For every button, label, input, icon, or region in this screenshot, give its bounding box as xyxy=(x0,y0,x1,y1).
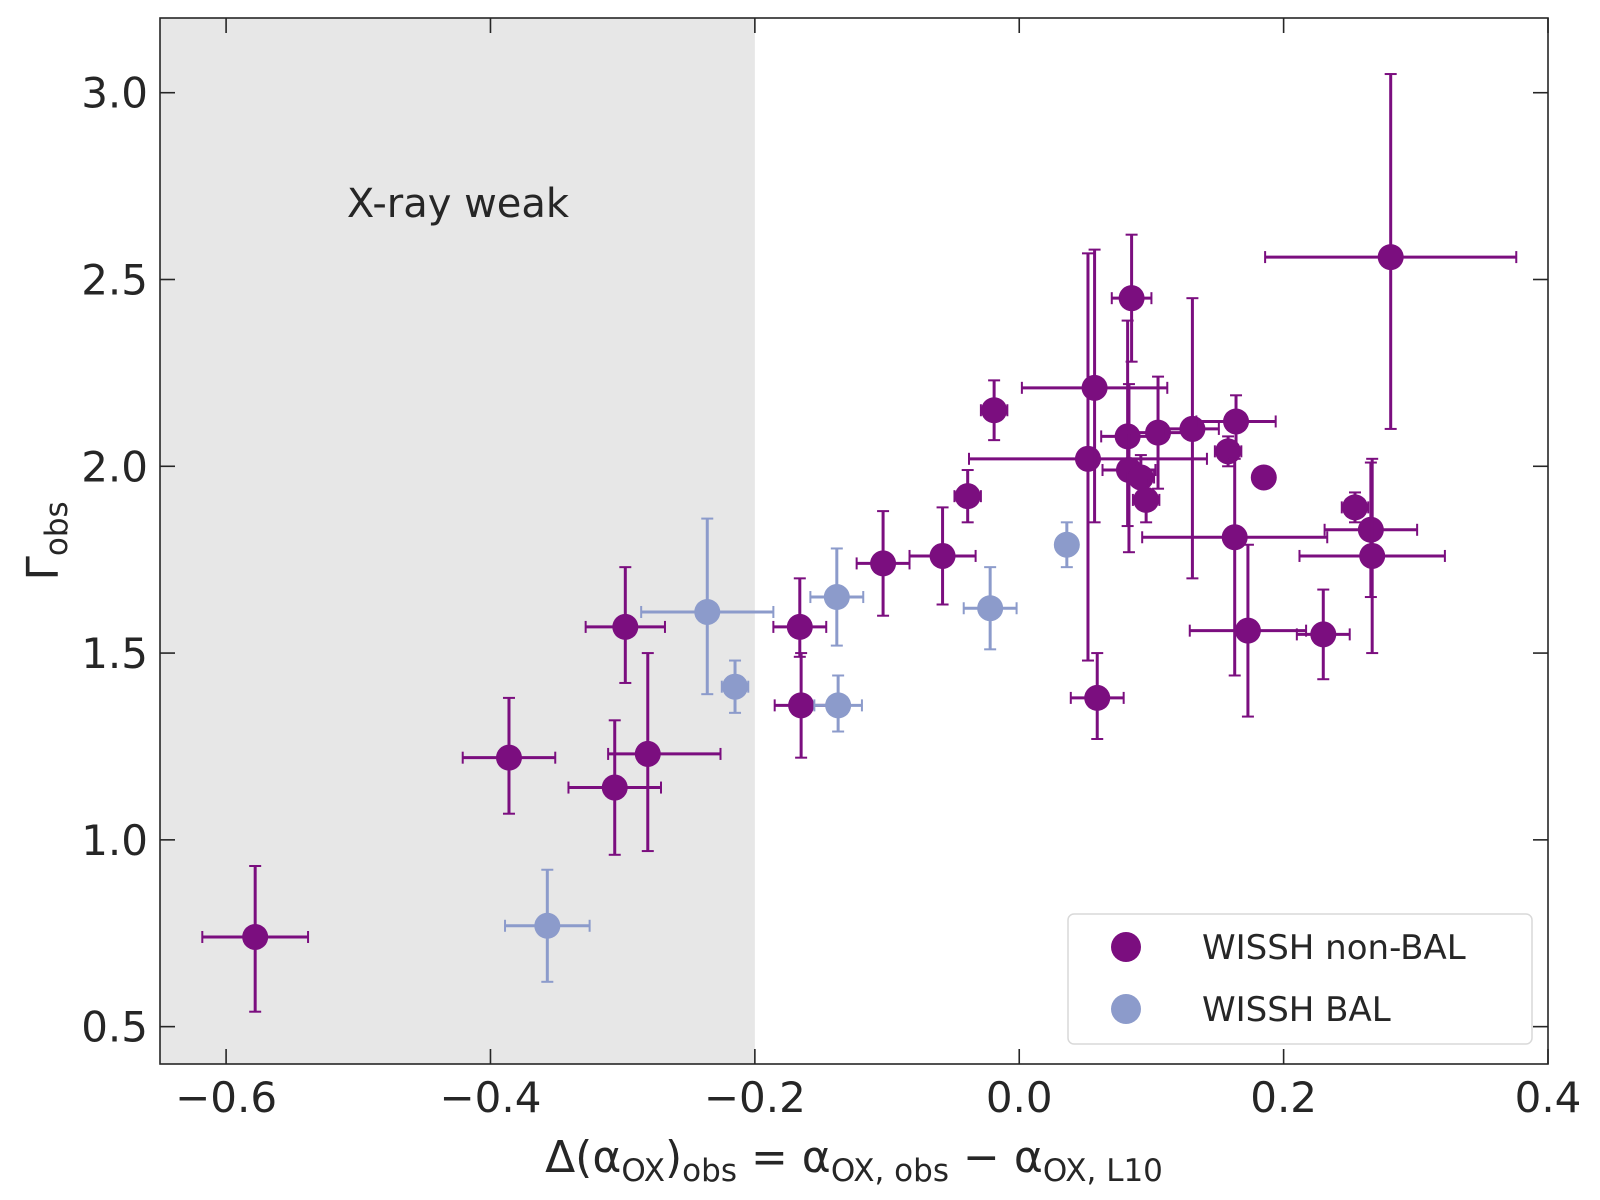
data-point-group xyxy=(1131,476,1161,524)
series-bal xyxy=(504,517,1080,983)
data-point xyxy=(1133,486,1160,513)
data-point-group xyxy=(962,566,1018,651)
y-tick-label: 0.5 xyxy=(81,1003,148,1052)
data-point-group xyxy=(773,652,829,759)
data-point-group xyxy=(1053,521,1080,569)
y-tick-label: 2.5 xyxy=(81,256,148,305)
data-point xyxy=(870,550,897,577)
data-point-group xyxy=(1250,464,1277,491)
data-point-group xyxy=(1069,652,1125,740)
x-axis-label-part: Δ(α xyxy=(545,1132,621,1183)
data-point xyxy=(977,595,1004,622)
data-point xyxy=(242,923,269,950)
data-point xyxy=(722,673,749,700)
xray-weak-label: X-ray weak xyxy=(347,181,570,227)
y-axis-label: Γobs xyxy=(18,501,75,580)
data-point-group xyxy=(979,379,1009,442)
data-point xyxy=(786,613,813,640)
data-point xyxy=(1081,374,1108,401)
data-point xyxy=(1118,285,1145,312)
data-point xyxy=(694,598,721,625)
data-point xyxy=(495,744,522,771)
data-point-group xyxy=(640,517,775,696)
xray-weak-region xyxy=(160,18,755,1064)
data-point xyxy=(601,774,628,801)
y-tick-label: 2.0 xyxy=(81,442,148,491)
data-point-group xyxy=(504,868,591,983)
y-tick-label: 1.0 xyxy=(81,816,148,865)
data-point xyxy=(954,483,981,510)
x-axis-label: Δ(αOX)obs = αOX, obs − αOX, L10 xyxy=(545,1132,1163,1189)
data-point-group xyxy=(908,506,977,606)
x-tick-label: 0.4 xyxy=(1515,1073,1582,1122)
data-point-group xyxy=(772,577,828,658)
x-axis-label-subscript: obs xyxy=(682,1153,737,1189)
x-axis-label-subscript: OX xyxy=(621,1153,665,1189)
data-point-group xyxy=(1295,588,1351,681)
x-axis-label-part: = α xyxy=(737,1132,831,1183)
data-point-group xyxy=(720,659,750,714)
x-tick-label: −0.2 xyxy=(704,1073,806,1122)
x-axis-label-subscript: OX, L10 xyxy=(1043,1153,1163,1189)
x-axis-label-part: − α xyxy=(949,1132,1043,1183)
legend-box xyxy=(1067,913,1533,1045)
y-tick-label: 1.5 xyxy=(81,629,148,678)
x-tick-label: −0.4 xyxy=(439,1073,541,1122)
x-tick-label: 0.2 xyxy=(1250,1073,1317,1122)
data-point xyxy=(1234,617,1261,644)
data-point xyxy=(1084,684,1111,711)
data-point-group xyxy=(1298,457,1446,655)
data-point-group xyxy=(1340,491,1370,524)
legend-marker-non-bal xyxy=(1111,932,1141,962)
data-point-group xyxy=(461,696,557,815)
data-point xyxy=(1179,415,1206,442)
data-point-group xyxy=(1141,457,1329,677)
data-point xyxy=(1074,445,1101,472)
data-point xyxy=(1342,494,1369,521)
data-point xyxy=(1223,408,1250,435)
data-point-group xyxy=(809,547,865,647)
legend-marker-bal xyxy=(1111,994,1141,1024)
series-non-bal xyxy=(201,73,1518,1013)
data-point-group xyxy=(584,566,666,684)
data-point xyxy=(1221,524,1248,551)
x-tick-label: 0.0 xyxy=(986,1073,1053,1122)
data-point-group xyxy=(953,469,982,524)
x-axis-label-subscript: OX, obs xyxy=(831,1153,949,1189)
data-point-group xyxy=(813,674,863,733)
x-axis-label-part: ) xyxy=(665,1132,682,1183)
data-point xyxy=(1377,244,1404,271)
data-point xyxy=(981,397,1008,424)
data-point-group xyxy=(855,510,911,617)
data-point xyxy=(929,542,956,569)
data-point xyxy=(823,584,850,611)
y-axis-label-subscript: obs xyxy=(39,501,75,556)
data-point xyxy=(1250,464,1277,491)
data-point xyxy=(825,692,852,719)
plot-frame xyxy=(159,17,1549,1065)
data-point xyxy=(1053,531,1080,558)
x-tick-label: −0.6 xyxy=(175,1073,277,1122)
y-axis-label-part: Γ xyxy=(18,556,69,581)
data-point xyxy=(612,613,639,640)
data-point xyxy=(634,740,661,767)
legend-label-bal: WISSH BAL xyxy=(1202,990,1391,1030)
data-point-group xyxy=(1110,233,1153,363)
data-point xyxy=(1359,542,1386,569)
legend-label-non-bal: WISSH non-BAL xyxy=(1202,928,1466,968)
data-point-group xyxy=(1195,394,1277,449)
y-tick-label: 3.0 xyxy=(81,69,148,118)
data-point xyxy=(1310,621,1337,648)
data-point xyxy=(534,912,561,939)
data-point-group xyxy=(1264,73,1518,430)
data-point xyxy=(788,692,815,719)
data-point-group xyxy=(567,719,663,856)
data-point-group xyxy=(1020,248,1169,524)
data-point-group xyxy=(201,865,310,1013)
data-point xyxy=(1145,419,1172,446)
data-point-group xyxy=(607,652,722,853)
